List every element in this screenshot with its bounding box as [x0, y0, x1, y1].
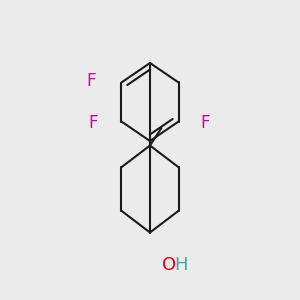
Text: F: F — [201, 114, 210, 132]
Text: F: F — [88, 114, 98, 132]
Text: H: H — [175, 256, 188, 274]
Text: O: O — [162, 256, 177, 274]
Text: F: F — [87, 72, 96, 90]
